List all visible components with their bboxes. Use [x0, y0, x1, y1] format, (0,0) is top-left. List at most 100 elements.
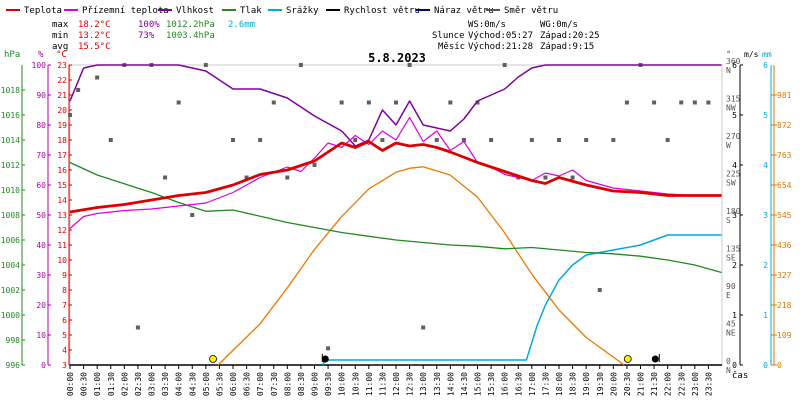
wind-direction-point [434, 138, 439, 142]
max-press: 1012.2hPa [166, 20, 215, 30]
wind-direction-point [176, 100, 181, 105]
legend-label: Přízemní teplota [82, 6, 169, 16]
rain-tick-label: 5 [763, 111, 768, 120]
time-tick-label: 04:30 [188, 372, 197, 396]
direction-tick-label: 180 [726, 207, 741, 216]
temperature-tick-label: 11 [57, 241, 67, 250]
direction-tick-compass: N [726, 366, 731, 375]
wind-direction-point [203, 63, 208, 67]
wind-speed-tick-label: 6 [732, 61, 737, 70]
pressure-tick-label: 1010 [1, 186, 20, 195]
legend-label: Směr větru [504, 6, 558, 16]
time-tick-label: 08:00 [283, 372, 292, 396]
wind-direction-point [163, 175, 168, 180]
wind-direction-point [461, 138, 466, 142]
time-tick-label: 16:00 [501, 372, 510, 396]
time-tick-label: 14:00 [446, 372, 455, 396]
min-press: 1003.4hPa [166, 31, 215, 41]
wind-direction-point [135, 325, 140, 330]
rain-tick-label: 0 [763, 361, 768, 370]
time-tick-label: 23:30 [704, 372, 713, 396]
direction-tick-label: 225 [726, 170, 741, 179]
legend-label: Rychlost větru [344, 6, 420, 16]
temperature-tick-label: 18 [57, 136, 67, 145]
min-temp: 13.2°C [78, 31, 111, 41]
solar-tick-label: 327 [777, 271, 792, 280]
time-tick-label: 02:30 [134, 372, 143, 396]
time-tick-label: 17:00 [528, 372, 537, 396]
rain-tick-label: 1 [763, 311, 768, 320]
solar-tick-label: 218 [777, 301, 792, 310]
humidity-tick-label: 40 [36, 241, 46, 250]
wind-direction-point [366, 100, 371, 105]
wind-direction-point [326, 346, 331, 351]
time-tick-label: 18:00 [555, 372, 564, 396]
moon-set: Západ:9:15 [540, 42, 594, 52]
wind-direction-point [624, 100, 629, 105]
time-tick-label: 11:30 [378, 372, 387, 396]
pressure-tick-label: 996 [6, 361, 21, 370]
humidity-tick-label: 50 [36, 211, 46, 220]
temperature-tick-label: 16 [57, 166, 67, 175]
time-tick-label: 19:00 [582, 372, 591, 396]
sun-set: Západ:20:25 [540, 31, 600, 41]
wind-direction-point [502, 63, 507, 67]
solar-tick-label: 436 [777, 241, 792, 250]
direction-tick-label: 270 [726, 132, 741, 141]
time-tick-label: 23:00 [691, 372, 700, 396]
time-tick-label: 07:00 [256, 372, 265, 396]
avg-temp: 15.5°C [78, 42, 111, 52]
rain-axis-unit: mm [762, 50, 772, 59]
rain-line [321, 234, 722, 366]
time-tick-label: 18:30 [569, 372, 578, 396]
wind-direction-point [68, 113, 72, 117]
time-tick-label: 19:30 [596, 372, 605, 396]
time-tick-label: 21:00 [637, 372, 646, 396]
humidity-tick-label: 100 [32, 61, 47, 70]
wind-direction-point [298, 63, 303, 67]
wind-direction-point [285, 175, 290, 180]
moonrise-marker [651, 355, 659, 363]
pressure-tick-label: 1016 [1, 111, 20, 120]
legend: Teplota Přízemní teplota Vlhkost Tlak Srážky… [6, 6, 558, 16]
pressure-axis-unit: hPa [4, 50, 20, 60]
legend-label: Vlhkost [176, 6, 214, 16]
pressure-tick-label: 1008 [1, 211, 20, 220]
direction-tick-label: 90 [726, 282, 736, 291]
direction-tick-compass: SE [726, 254, 736, 263]
wind-direction-point [448, 100, 453, 105]
temperature-tick-label: 20 [57, 106, 67, 115]
time-tick-label: 22:00 [664, 372, 673, 396]
time-tick-label: 20:30 [623, 372, 632, 396]
time-tick-label: 17:30 [541, 372, 550, 396]
wind-speed-tick-label: 2 [732, 261, 737, 270]
humidity-tick-label: 60 [36, 181, 46, 190]
time-tick-label: 09:00 [311, 372, 320, 396]
time-tick-label: 10:30 [351, 372, 360, 396]
time-tick-label: 15:00 [474, 372, 483, 396]
temperature-axis-unit: °C [56, 50, 67, 60]
direction-tick-compass: S [726, 216, 731, 225]
solar-tick-label: 981 [777, 91, 792, 100]
wind-direction-point [706, 100, 711, 105]
axes: hPa% °C9969981000100210041006100810101012… [1, 50, 792, 396]
temperature-tick-label: 10 [57, 256, 67, 265]
time-tick-label: 13:00 [419, 372, 428, 396]
wind-direction-point [394, 100, 398, 105]
time-tick-label: 12:30 [406, 372, 415, 396]
plot-frame [69, 64, 723, 366]
direction-tick-compass: E [726, 291, 731, 300]
time-tick-label: 22:30 [677, 372, 686, 396]
humidity-tick-label: 30 [36, 271, 46, 280]
wind-direction-point [489, 138, 494, 142]
wind-direction-point [353, 138, 358, 142]
legend-label: Tlak [240, 6, 262, 16]
temperature-tick-label: 21 [57, 91, 67, 100]
temperature-tick-label: 3 [62, 361, 67, 370]
time-tick-label: 01:30 [107, 372, 116, 396]
min-hum: 73% [138, 31, 155, 41]
ground-temperature-line [69, 116, 722, 229]
legend-label: Teplota [24, 6, 62, 16]
moonset-marker [321, 355, 329, 363]
